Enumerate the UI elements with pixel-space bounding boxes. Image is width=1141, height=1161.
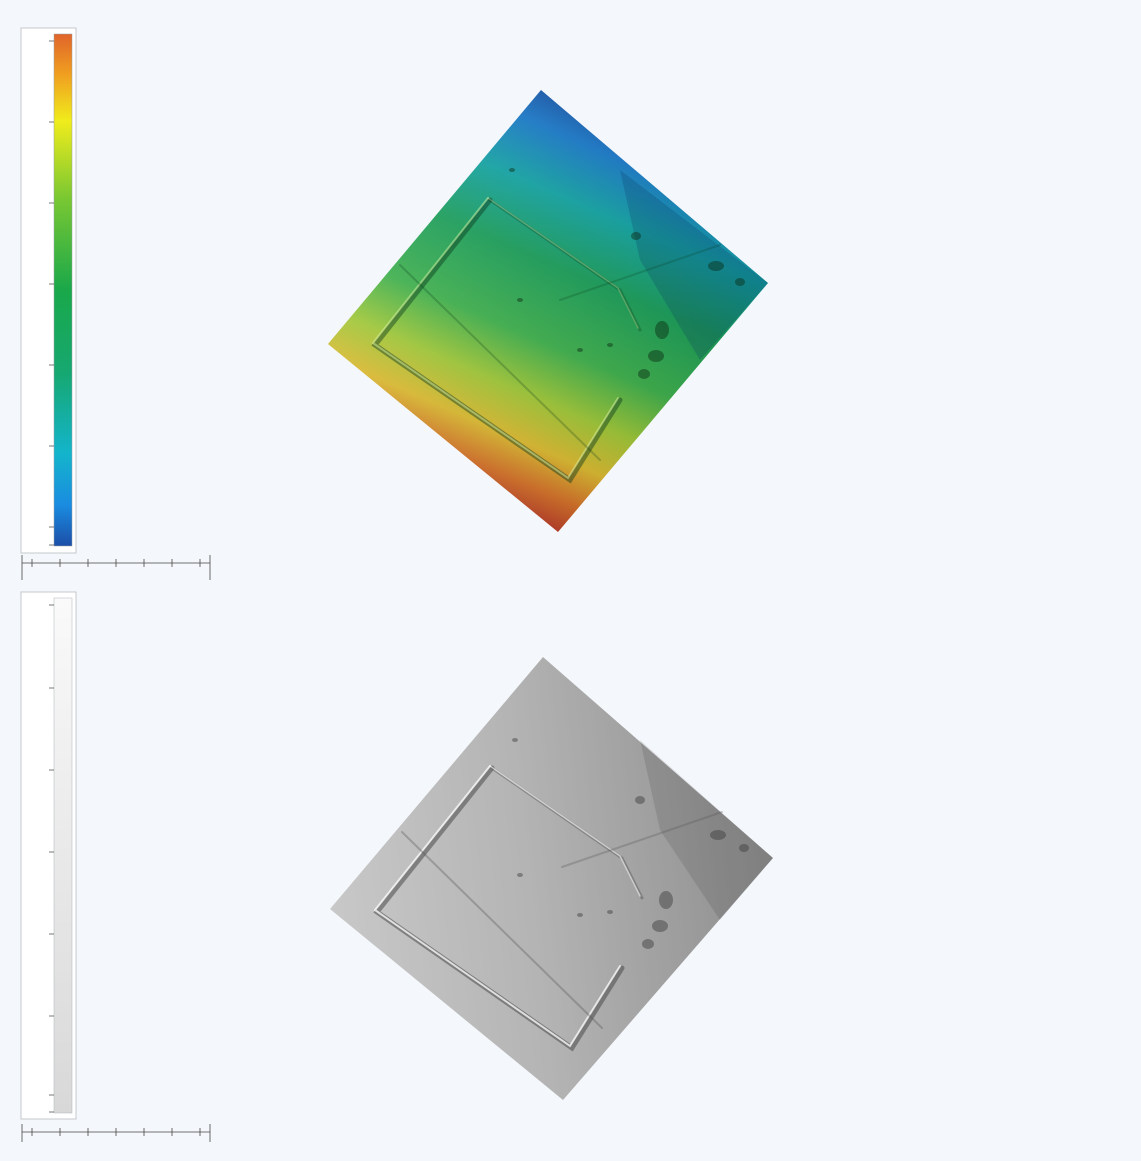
elevation-map-canvas (20, 27, 768, 580)
distance-scale-bar (21, 1124, 211, 1142)
earthwork-enclosure (373, 765, 723, 1052)
terrain-features (509, 168, 745, 379)
hillshade-legend (20, 591, 77, 1120)
legend-ticks (49, 40, 54, 546)
elevation-map-panel (20, 27, 768, 580)
elevation-terrain-tile (328, 90, 768, 532)
elevation-legend (20, 27, 77, 554)
legend-ticks (49, 604, 54, 1113)
legend-color-ramp (53, 33, 73, 547)
hillshade-map-panel (0, 585, 1141, 1161)
hillshade-map-canvas (20, 591, 773, 1142)
hillshade-terrain-tile (330, 657, 773, 1100)
terrain-features (512, 738, 749, 949)
distance-scale-bar (21, 555, 211, 580)
legend-grey-ramp (53, 597, 73, 1114)
earthwork-enclosure (371, 197, 721, 484)
